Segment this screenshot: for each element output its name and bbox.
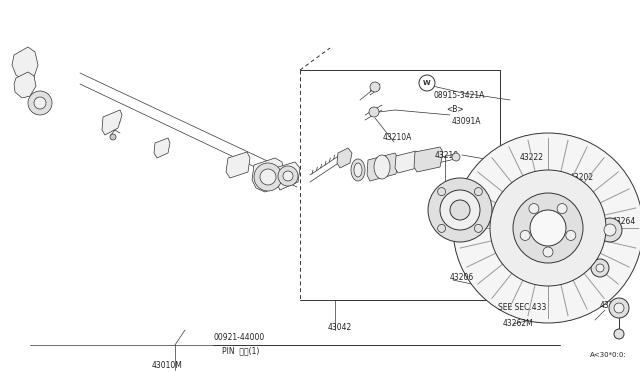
Circle shape (614, 329, 624, 339)
Ellipse shape (354, 163, 362, 177)
Polygon shape (414, 147, 443, 172)
Text: A<30*0:0:: A<30*0:0: (590, 352, 627, 358)
Text: 43234: 43234 (600, 301, 624, 311)
Polygon shape (226, 152, 250, 178)
Text: W: W (423, 80, 431, 86)
Circle shape (450, 200, 470, 220)
Circle shape (598, 218, 622, 242)
Text: 43262M: 43262M (503, 318, 534, 327)
Text: 43091A: 43091A (452, 116, 481, 125)
Polygon shape (12, 47, 38, 82)
Circle shape (28, 91, 52, 115)
Circle shape (609, 298, 629, 318)
Circle shape (474, 187, 483, 196)
Circle shape (254, 163, 282, 191)
Circle shape (370, 82, 380, 92)
Circle shape (452, 153, 460, 161)
Text: <B>: <B> (446, 105, 463, 113)
Circle shape (369, 107, 379, 117)
Circle shape (604, 224, 616, 236)
Polygon shape (275, 162, 300, 190)
Circle shape (278, 166, 298, 186)
Circle shape (513, 193, 583, 263)
Text: 43206: 43206 (450, 273, 474, 282)
Circle shape (557, 203, 567, 214)
Circle shape (110, 134, 116, 140)
Circle shape (596, 264, 604, 272)
Circle shape (428, 178, 492, 242)
Circle shape (614, 303, 624, 313)
Polygon shape (154, 138, 170, 158)
Text: 08915-3421A: 08915-3421A (434, 92, 485, 100)
Text: 43210: 43210 (435, 151, 459, 160)
Circle shape (438, 187, 445, 196)
Circle shape (474, 224, 483, 232)
Circle shape (419, 75, 435, 91)
Circle shape (591, 259, 609, 277)
Text: SEE SEC.433: SEE SEC.433 (498, 302, 547, 311)
Text: 43202: 43202 (570, 173, 594, 183)
Polygon shape (395, 151, 419, 173)
Polygon shape (337, 148, 352, 168)
Text: 00921-44000: 00921-44000 (213, 334, 264, 343)
Circle shape (543, 247, 553, 257)
Text: 43222: 43222 (520, 154, 544, 163)
Circle shape (530, 210, 566, 246)
Text: PIN  ピン(1): PIN ピン(1) (222, 346, 259, 356)
Polygon shape (252, 158, 285, 192)
Circle shape (490, 170, 606, 286)
Circle shape (34, 97, 46, 109)
Ellipse shape (351, 159, 365, 181)
Polygon shape (367, 153, 398, 181)
Circle shape (440, 190, 480, 230)
Circle shape (520, 230, 530, 240)
Circle shape (260, 169, 276, 185)
Text: 43264: 43264 (612, 218, 636, 227)
Polygon shape (102, 110, 122, 135)
Circle shape (566, 230, 576, 240)
Text: 43010M: 43010M (152, 360, 183, 369)
Circle shape (438, 224, 445, 232)
Circle shape (283, 171, 293, 181)
Text: 43042: 43042 (328, 324, 352, 333)
Circle shape (529, 203, 539, 214)
Text: 43210A: 43210A (383, 134, 412, 142)
Ellipse shape (374, 155, 390, 179)
Polygon shape (14, 72, 36, 98)
Circle shape (453, 133, 640, 323)
